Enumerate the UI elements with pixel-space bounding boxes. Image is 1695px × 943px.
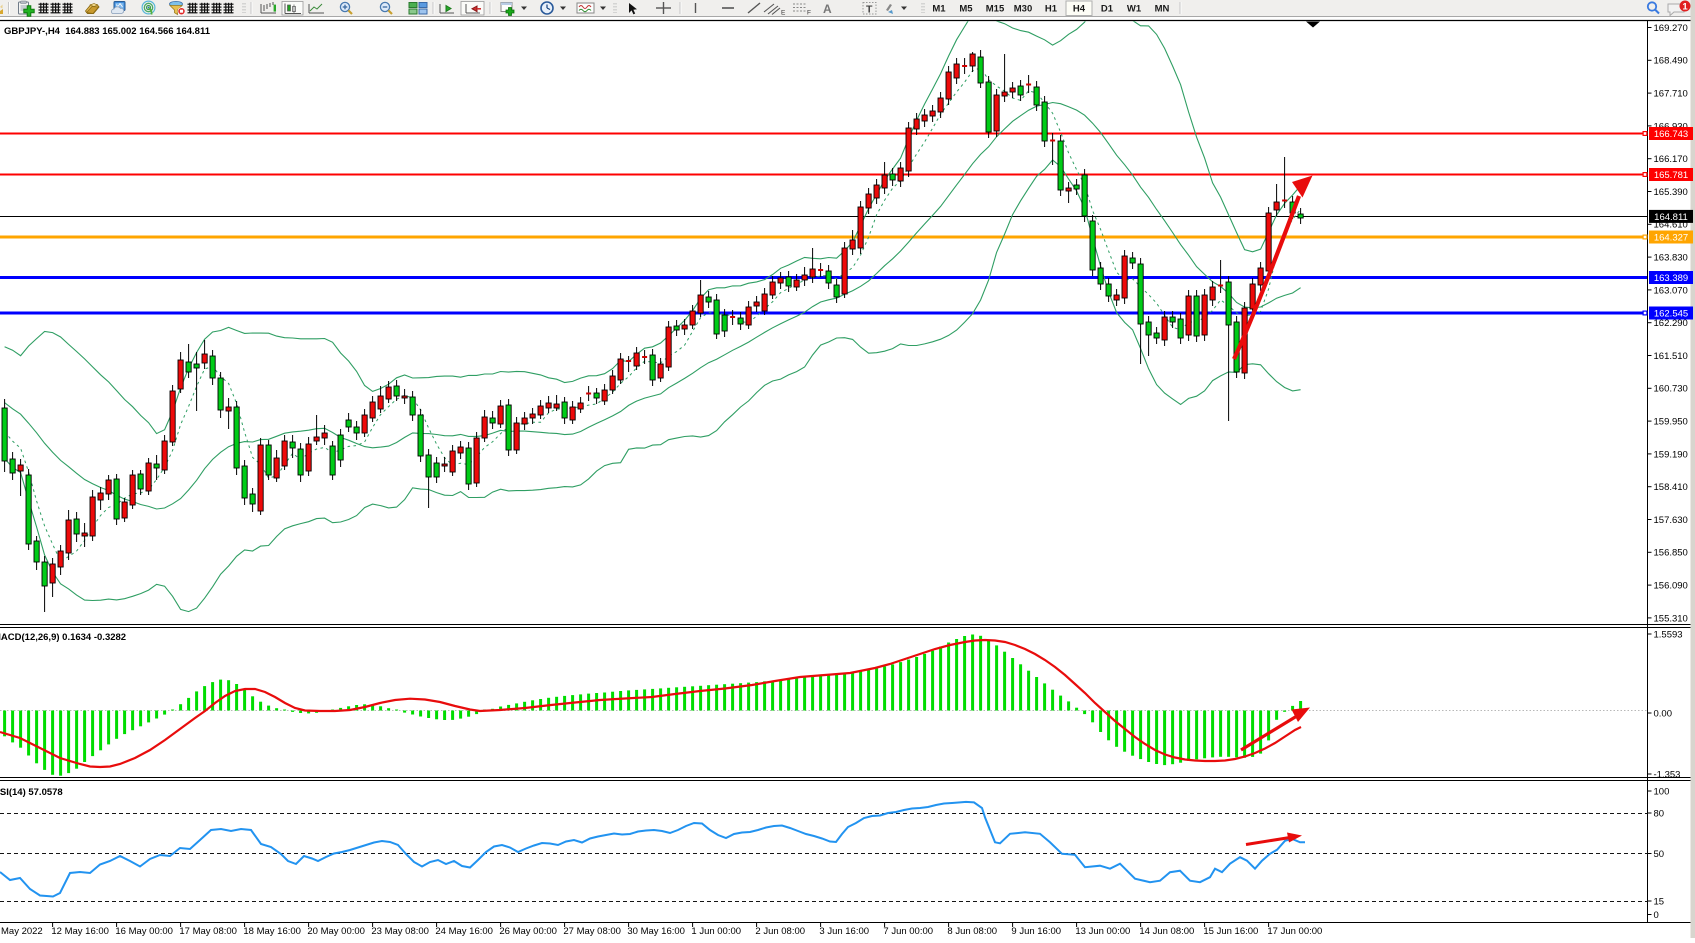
svg-text:161.510: 161.510 <box>1654 351 1688 362</box>
svg-text:162.545: 162.545 <box>1654 309 1688 320</box>
svg-text:100: 100 <box>1654 786 1670 797</box>
svg-text:9 Jun 16:00: 9 Jun 16:00 <box>1011 926 1061 937</box>
svg-text:18 May 16:00: 18 May 16:00 <box>243 926 301 937</box>
svg-text:26 May 00:00: 26 May 00:00 <box>499 926 557 937</box>
svg-text:50: 50 <box>1654 849 1665 860</box>
svg-text:166.170: 166.170 <box>1654 154 1688 165</box>
svg-text:156.090: 156.090 <box>1654 581 1688 592</box>
svg-text:169.270: 169.270 <box>1654 23 1688 34</box>
svg-text:12 May 16:00: 12 May 16:00 <box>51 926 109 937</box>
svg-text:164.327: 164.327 <box>1654 233 1688 244</box>
svg-text:May 2022: May 2022 <box>1 926 43 937</box>
svg-text:30 May 16:00: 30 May 16:00 <box>627 926 685 937</box>
svg-text:7 Jun 00:00: 7 Jun 00:00 <box>883 926 933 937</box>
svg-text:155.310: 155.310 <box>1654 613 1688 624</box>
svg-text:0.00: 0.00 <box>1654 708 1673 719</box>
svg-text:162.290: 162.290 <box>1654 318 1688 329</box>
svg-text:15: 15 <box>1654 896 1665 907</box>
svg-text:17 Jun 00:00: 17 Jun 00:00 <box>1267 926 1322 937</box>
svg-text:23 May 08:00: 23 May 08:00 <box>371 926 429 937</box>
svg-text:156.850: 156.850 <box>1654 548 1688 559</box>
svg-text:-1.353: -1.353 <box>1654 769 1681 780</box>
svg-text:RSI(14) 57.0578: RSI(14) 57.0578 <box>0 787 63 798</box>
svg-text:H1: H1 <box>1045 4 1058 15</box>
svg-text:2 Jun 08:00: 2 Jun 08:00 <box>755 926 805 937</box>
svg-text:159.950: 159.950 <box>1654 417 1688 428</box>
svg-text:W1: W1 <box>1127 4 1142 15</box>
svg-text:MN: MN <box>1155 4 1170 15</box>
svg-text:MACD(12,26,9) 0.1634 -0.3282: MACD(12,26,9) 0.1634 -0.3282 <box>0 632 126 643</box>
svg-text:1.5593: 1.5593 <box>1654 629 1683 640</box>
svg-text:1 Jun 00:00: 1 Jun 00:00 <box>691 926 741 937</box>
svg-text:165.390: 165.390 <box>1654 187 1688 198</box>
svg-text:166.743: 166.743 <box>1654 129 1688 140</box>
svg-text:M30: M30 <box>1014 4 1032 15</box>
svg-text:M15: M15 <box>986 4 1005 15</box>
svg-text:T: T <box>866 4 873 16</box>
svg-text:27 May 08:00: 27 May 08:00 <box>563 926 621 937</box>
svg-text:163.830: 163.830 <box>1654 253 1688 264</box>
svg-text:F: F <box>807 10 811 17</box>
svg-text:165.781: 165.781 <box>1654 170 1688 181</box>
svg-text:160.730: 160.730 <box>1654 384 1688 395</box>
svg-text:163.389: 163.389 <box>1654 273 1688 284</box>
svg-text:H4: H4 <box>1073 4 1086 15</box>
svg-text:0: 0 <box>1654 910 1659 921</box>
svg-text:E: E <box>781 10 786 17</box>
svg-text:M5: M5 <box>959 4 973 15</box>
svg-text:17 May 08:00: 17 May 08:00 <box>179 926 237 937</box>
svg-text:24 May 16:00: 24 May 16:00 <box>435 926 493 937</box>
svg-text:D1: D1 <box>1101 4 1114 15</box>
svg-text:A: A <box>823 2 832 16</box>
svg-text:16 May 00:00: 16 May 00:00 <box>115 926 173 937</box>
svg-text:157.630: 157.630 <box>1654 515 1688 526</box>
svg-text:80: 80 <box>1654 808 1665 819</box>
svg-text:167.710: 167.710 <box>1654 89 1688 100</box>
svg-text:164.811: 164.811 <box>1654 212 1688 223</box>
svg-text:8 Jun 08:00: 8 Jun 08:00 <box>947 926 997 937</box>
svg-text:M1: M1 <box>932 4 946 15</box>
svg-text:3 Jun 16:00: 3 Jun 16:00 <box>819 926 869 937</box>
svg-text:GBPJPY-,H4 164.883 165.002 16: GBPJPY-,H4 164.883 165.002 164.566 164.8… <box>4 26 211 37</box>
svg-text:1: 1 <box>1682 1 1688 12</box>
svg-text:158.410: 158.410 <box>1654 482 1688 493</box>
svg-text:163.070: 163.070 <box>1654 285 1688 296</box>
svg-text:159.190: 159.190 <box>1654 449 1688 460</box>
svg-text:14 Jun 08:00: 14 Jun 08:00 <box>1139 926 1194 937</box>
svg-text:15 Jun 16:00: 15 Jun 16:00 <box>1203 926 1258 937</box>
svg-text:13 Jun 00:00: 13 Jun 00:00 <box>1075 926 1130 937</box>
svg-text:20 May 00:00: 20 May 00:00 <box>307 926 365 937</box>
svg-text:168.490: 168.490 <box>1654 56 1688 67</box>
